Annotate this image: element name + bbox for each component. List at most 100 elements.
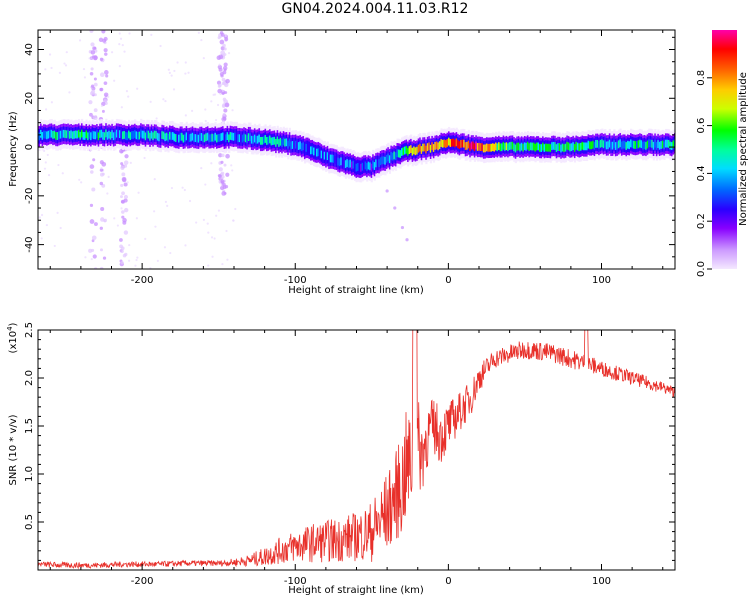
noise-dot <box>118 43 121 46</box>
ridge-core <box>147 130 150 139</box>
noise-dot <box>195 221 198 224</box>
ridge-core <box>425 145 428 154</box>
ridge-core <box>314 148 317 157</box>
ridge-core <box>570 143 574 152</box>
ridge-core <box>200 133 203 141</box>
ridge-core <box>355 163 358 172</box>
ridge-core <box>261 136 264 145</box>
ridge-core <box>467 140 470 149</box>
ridge-core <box>258 134 261 143</box>
ridge-core <box>373 162 376 170</box>
ridge-core <box>347 160 351 169</box>
noise-dot <box>59 226 62 230</box>
ridge-core <box>499 143 502 152</box>
ridge-core <box>181 132 184 141</box>
ridge-core <box>179 132 182 141</box>
ridge-core <box>449 139 452 147</box>
ridge-core <box>441 139 445 148</box>
ridge-core <box>654 139 657 148</box>
ridge-core <box>399 150 402 158</box>
ridge-core <box>190 133 193 142</box>
noise-dot <box>123 160 129 165</box>
noise-dot <box>220 32 225 37</box>
ridge-core <box>235 132 238 141</box>
ridge-core <box>231 132 234 141</box>
snr-panel: -200 -100 0 100 0.5 1.0 1.5 2.0 2.5 Height of st… <box>6 322 676 596</box>
ridge-core <box>253 134 257 143</box>
ridge-core <box>206 132 210 141</box>
noise-dot <box>121 44 124 47</box>
ridge-core <box>55 132 58 140</box>
noise-dot <box>100 104 104 108</box>
ridge-core <box>619 139 622 148</box>
ridge-core <box>74 130 78 139</box>
ridge-core <box>357 163 360 171</box>
ridge-core <box>238 134 241 143</box>
noise-dot <box>57 163 60 167</box>
ridge-core <box>325 153 328 162</box>
noise-dot <box>159 44 162 48</box>
ridge-core <box>208 134 211 143</box>
noise-dot <box>99 172 104 177</box>
noise-dot <box>120 207 123 210</box>
ridge-core <box>114 131 117 140</box>
ridge-core <box>457 140 460 148</box>
noise-dot <box>40 237 43 240</box>
ridge-core <box>191 132 194 141</box>
noise-dot <box>44 161 47 164</box>
ridge-core <box>58 131 61 140</box>
noise-dot <box>164 200 168 204</box>
noise-dot <box>90 42 95 47</box>
noise-dot <box>68 91 71 94</box>
ridge-core <box>340 157 343 166</box>
ridge-core <box>417 144 420 153</box>
noise-dot <box>134 264 137 267</box>
ridge-core <box>514 144 517 153</box>
noise-dot <box>221 153 225 158</box>
ridge-core <box>291 141 294 149</box>
noise-dot <box>93 82 98 87</box>
noise-dot <box>223 62 228 67</box>
ridge-core <box>341 157 345 166</box>
ridge-core <box>132 131 135 139</box>
noise-dot <box>170 74 173 77</box>
ridge-core <box>361 162 364 171</box>
ridge-core <box>655 142 658 150</box>
noise-dot <box>126 181 129 184</box>
ridge-core <box>496 143 499 152</box>
ridge-core <box>507 143 510 152</box>
ridge-core <box>384 156 387 165</box>
ridge-core <box>144 132 147 141</box>
ridge-core <box>49 130 52 138</box>
noise-dot <box>176 61 179 64</box>
ridge-core <box>335 155 338 164</box>
ridge-core <box>343 158 346 167</box>
ridge-core <box>184 134 187 143</box>
ridge-core <box>141 130 144 139</box>
ridge-core <box>387 153 390 162</box>
noise-dot <box>43 167 47 170</box>
ridge-core <box>672 140 675 149</box>
noise-dot <box>90 67 94 71</box>
noise-dot <box>118 32 121 35</box>
noise-dot <box>99 226 103 230</box>
ridge-core <box>326 152 329 161</box>
ridge-core <box>294 140 298 149</box>
ridge-core <box>68 130 72 139</box>
ridge-core <box>252 135 255 144</box>
ridge-core <box>446 139 449 147</box>
ridge-core <box>487 143 490 152</box>
ridge-core <box>146 130 149 139</box>
ridge-core <box>535 142 539 151</box>
noise-dot <box>118 65 121 68</box>
ridge-core <box>479 143 483 152</box>
ridge-core <box>135 131 138 140</box>
ridge-core <box>91 130 94 139</box>
ridge-core <box>310 146 313 155</box>
noise-dot <box>44 108 48 111</box>
ridge-core <box>319 149 322 158</box>
ridge-core <box>138 131 141 140</box>
ridge-core <box>411 147 414 156</box>
ridge-core <box>140 129 143 138</box>
ridge-core <box>178 134 181 143</box>
